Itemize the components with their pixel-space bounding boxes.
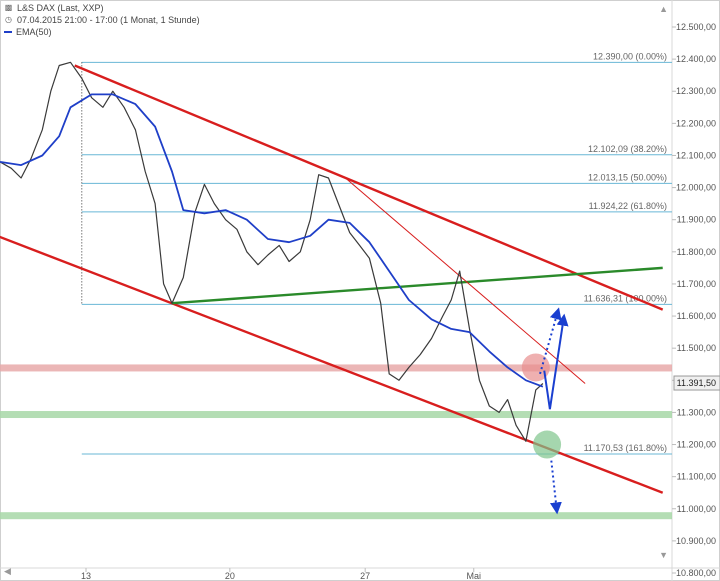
symbol-label: L&S DAX (Last, XXP) (17, 3, 104, 13)
x-tick-label: 20 (225, 571, 235, 581)
last-price-badge (673, 375, 720, 391)
y-tick-label: 11.300,00 (677, 407, 716, 417)
y-tick-label: 12.500,00 (676, 22, 716, 32)
scenario-arrow-solid (548, 313, 569, 410)
price-series-line (0, 61, 544, 442)
y-tick-label: 12.000,00 (676, 183, 716, 193)
y-tick-label: 11.600,00 (677, 311, 716, 321)
x-tick-label: 13 (81, 571, 91, 581)
resistance-band (0, 364, 672, 372)
last-price-label: 11.391,50 (677, 378, 716, 388)
chart-legend: ▩ L&S DAX (Last, XXP) ◷ 07.04.2015 21:00 -… (4, 2, 200, 38)
y-tick-label: 10.900,00 (676, 536, 716, 546)
y-tick-label: 11.000,00 (677, 504, 716, 514)
fib-level-label: 11.924,22 (61.80%) (589, 201, 667, 211)
y-tick-label: 11.200,00 (677, 440, 716, 450)
support-circle-marker (533, 430, 562, 459)
y-tick-label: 11.900,00 (677, 215, 716, 225)
y-tick-label: 11.800,00 (677, 247, 716, 257)
fib-level-label: 12.013,15 (50.00%) (588, 172, 667, 182)
trend-line-support (171, 266, 663, 305)
ema-series-line (0, 93, 544, 388)
scenario-arrow-dotted (539, 307, 562, 375)
clock-icon: ◷ (5, 15, 12, 24)
indicator-label: EMA(50) (16, 27, 52, 37)
bar-chart-icon: ▩ (4, 3, 13, 12)
y-tick-label: 12.400,00 (676, 54, 716, 64)
resistance-circle-marker (521, 353, 550, 382)
fib-level-label: 11.636,31 (100.00%) (584, 293, 667, 303)
support-band (0, 512, 672, 520)
scenario-arrow-dotted (549, 460, 562, 515)
y-tick-label: 12.300,00 (676, 86, 716, 96)
scenario-arrow-solid (543, 370, 551, 410)
scroll-down-icon[interactable]: ▼ (659, 550, 668, 560)
y-tick-label: 11.100,00 (677, 472, 716, 482)
y-tick-label: 12.200,00 (676, 118, 716, 128)
range-label: 07.04.2015 21:00 - 17:00 (1 Monat, 1 Stu… (17, 15, 200, 25)
x-tick-label: 27 (360, 571, 370, 581)
y-tick-label: 12.100,00 (676, 150, 716, 160)
scroll-up-icon[interactable]: ▲ (659, 4, 668, 14)
y-tick-label: 11.500,00 (677, 343, 716, 353)
trend-line-channel-upper (74, 64, 664, 311)
ema-swatch (4, 31, 12, 33)
trend-line-channel-lower (0, 235, 664, 494)
fib-level-label: 12.390,00 (0.00%) (593, 51, 667, 61)
scroll-left-icon[interactable]: ◀ (4, 566, 11, 576)
support-band (0, 411, 672, 419)
x-tick-label: Mai (467, 571, 482, 581)
fib-level-label: 11.170,53 (161.80%) (584, 443, 667, 453)
fib-level-label: 12.102,09 (38.20%) (588, 144, 667, 154)
y-tick-label: 11.700,00 (677, 279, 716, 289)
y-tick-label: 10.800,00 (676, 568, 716, 578)
trend-line-thin-downtrend (345, 177, 586, 384)
